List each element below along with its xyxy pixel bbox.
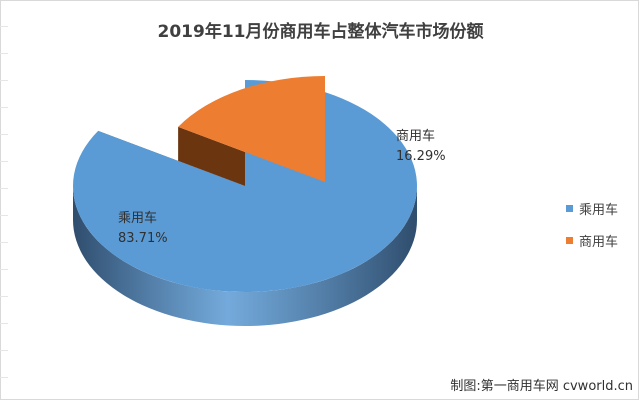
legend-swatch-commercial	[566, 236, 573, 244]
data-label-name-0: 乘用车	[118, 210, 157, 226]
legend-label-passenger: 乘用车	[579, 202, 619, 218]
data-label-value-0: 83.71%	[118, 231, 168, 246]
chart-title: 2019年11月份商用车占整体汽车市场份额	[157, 22, 484, 42]
slice-rim	[73, 186, 417, 326]
legend-label-commercial: 商用车	[579, 234, 619, 250]
footer-credit: 制图:第一商用车网 cvworld.cn	[450, 379, 633, 394]
legend-swatch-passenger	[566, 204, 573, 212]
data-label-name-1: 商用车	[396, 128, 435, 144]
sheet-gridlines	[0, 0, 8, 400]
legend-item-passenger: 乘用车	[566, 196, 618, 220]
slice-top-1	[178, 76, 325, 182]
slice-top-0	[73, 80, 418, 292]
legend-item-commercial: 商用车	[566, 228, 618, 252]
data-label-value-1: 16.29%	[396, 149, 446, 164]
legend: 乘用车 商用车	[566, 196, 618, 260]
